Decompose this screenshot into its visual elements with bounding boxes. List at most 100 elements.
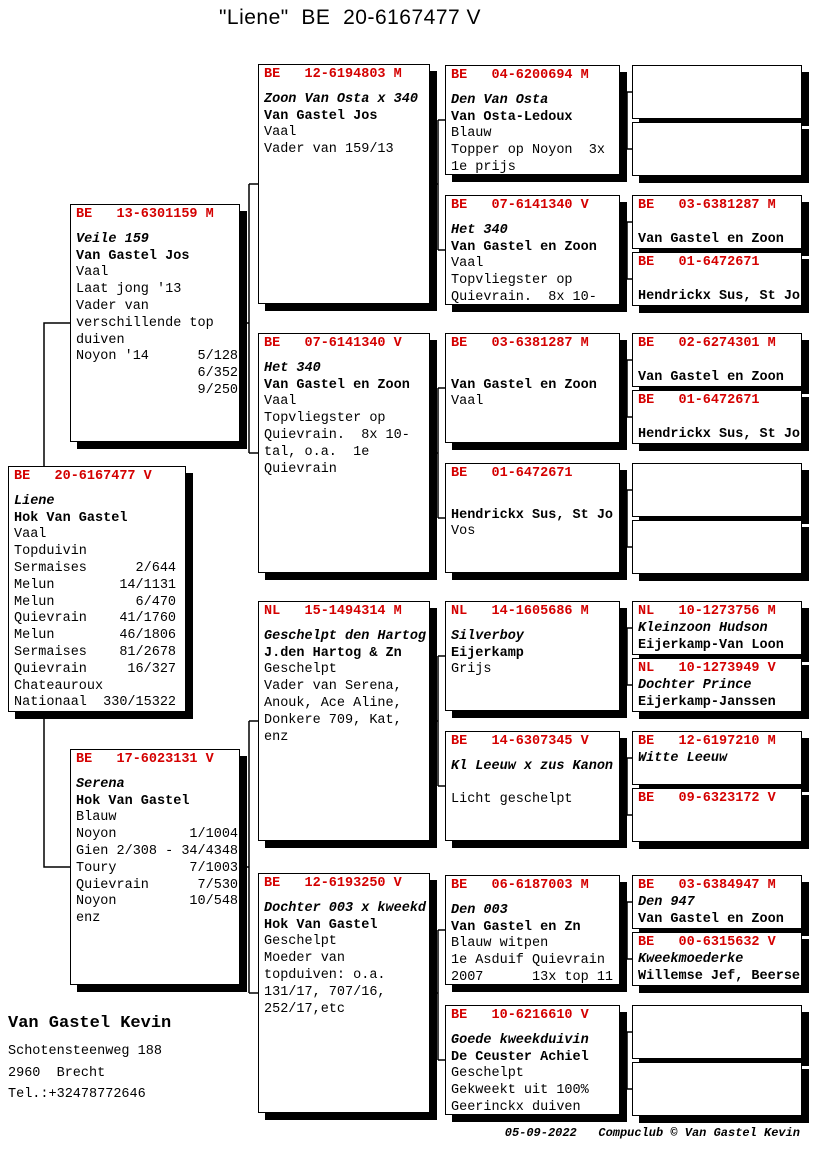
- text-line: Quievrain 41/1760: [14, 611, 177, 627]
- bird-details: Veile 159 Van Gastel Jos Vaal Laat jong '13…: [76, 232, 239, 400]
- text-line: Geschelpt den Hartog: [264, 628, 427, 644]
- text-line: Het 340: [451, 222, 508, 238]
- ring-number: BE 01-6472671: [451, 466, 573, 481]
- text-line: Kleinzoon Hudson: [638, 620, 768, 636]
- text-line: Goede kweekduivin: [451, 1032, 589, 1048]
- text-line: 2007 13x top 11: [451, 969, 614, 985]
- text-line: Vader van Serena,: [264, 679, 402, 695]
- text-line: Chateauroux: [14, 678, 104, 694]
- owner-phone: Tel.:+32478772646: [8, 1087, 146, 1102]
- text-line: Den Van Osta: [451, 92, 549, 108]
- text-line: Kweekmoederke: [638, 951, 744, 967]
- text-line: Vaal: [14, 527, 47, 543]
- text-line: Noyon 1/1004: [76, 827, 239, 843]
- text-line: Hendrickx Sus, St Jo: [451, 507, 614, 523]
- text-line: Topduivin: [14, 544, 87, 560]
- owner-block: Van Gastel Kevin Schotensteenweg 188 296…: [8, 1014, 171, 1106]
- text-line: [451, 361, 614, 378]
- bird-details: Kl Leeuw x zus Kanon Licht geschelpt: [451, 759, 614, 809]
- pedigree-box-ggg-parent-8: [632, 520, 802, 574]
- text-line: Willemse Jef, Beerse: [638, 968, 801, 984]
- text-line: Vaal: [264, 125, 297, 141]
- text-line: 9/250: [76, 382, 239, 398]
- ring-number: NL 14-1605686 M: [451, 604, 589, 619]
- bird-details: Silverboy Eijerkamp Grijs: [451, 629, 614, 679]
- ring-number: BE 10-6216610 V: [451, 1008, 589, 1023]
- ring-number: BE 06-6187003 M: [451, 878, 589, 893]
- page-title: "Liene" BE 20-6167477 V: [218, 6, 482, 29]
- ring-number: BE 00-6315632 V: [638, 935, 776, 950]
- text-line: 1e Asduif Quievrain: [451, 953, 605, 969]
- text-line: Blauw witpen: [451, 936, 549, 952]
- text-line: Witte Leeuw: [638, 750, 728, 766]
- bird-details: Van Gastel en Zoon: [638, 215, 796, 249]
- text-line: Hendrickx Sus, St Jo: [638, 426, 801, 442]
- ring-number: NL 10-1273756 M: [638, 604, 776, 619]
- bird-details: Witte Leeuw: [638, 751, 796, 768]
- text-line: enz: [76, 911, 101, 927]
- text-line: [638, 272, 796, 289]
- text-line: 1e prijs: [451, 159, 516, 175]
- ring-number: BE 17-6023131 V: [76, 752, 214, 767]
- text-line: Quievrain: [264, 461, 337, 477]
- pedigree-box-ggg-parent-15: [632, 1005, 802, 1059]
- text-line: Den 003: [451, 902, 508, 918]
- text-line: Licht geschelpt: [451, 792, 573, 808]
- pedigree-box-great-grandparent-3: BE 03-6381287 M Van Gastel en Zoon Vaal: [445, 333, 620, 443]
- owner-address-city: 2960 Brecht: [8, 1065, 106, 1081]
- bird-details: Het 340 Van Gastel en Zoon Vaal Topvliegste…: [264, 361, 424, 479]
- bird-details: Den Van Osta Van Osta-Ledoux Blauw Topper o…: [451, 93, 614, 177]
- text-line: Gekweekt uit 100%: [451, 1083, 589, 1099]
- pedigree-box-ggg-parent-1: [632, 65, 802, 119]
- text-line: Kl Leeuw x zus Kanon: [451, 758, 614, 774]
- text-line: Serena: [76, 776, 125, 792]
- text-line: Quievrain 16/327: [14, 661, 177, 677]
- bird-details: Zoon Van Osta x 340 Van Gastel Jos Vaal Vad…: [264, 92, 424, 159]
- ring-number: BE 14-6307345 V: [451, 734, 589, 749]
- pedigree-box-grandmother-maternal: BE 12-6193250 V Dochter 003 x kweekd Hok …: [258, 873, 430, 1113]
- text-line: Eijerkamp: [451, 645, 524, 661]
- text-line: 252/17,etc: [264, 1001, 346, 1017]
- text-line: [451, 776, 614, 793]
- text-line: Van Gastel en Zoon: [638, 369, 784, 385]
- pedigree-box-ggg-parent-10: NL 10-1273949 V Dochter Prince Eijerkamp-…: [632, 658, 802, 712]
- pedigree-box-ggg-parent-5: BE 02-6274301 M Van Gastel en Zoon: [632, 333, 802, 387]
- text-line: Het 340: [264, 360, 321, 376]
- text-line: J.den Hartog & Zn: [264, 645, 402, 661]
- text-line: enz: [264, 729, 289, 745]
- text-line: Geschelpt: [264, 662, 337, 678]
- ring-number: BE 07-6141340 V: [264, 336, 402, 351]
- text-line: Moeder van: [264, 951, 346, 967]
- text-line: Silverboy: [451, 628, 524, 644]
- text-line: Noyon '14 5/128: [76, 349, 239, 365]
- text-line: Den 947: [638, 894, 695, 910]
- pedigree-box-ggg-parent-9: NL 10-1273756 M Kleinzoon Hudson Eijerkam…: [632, 601, 802, 655]
- text-line: [451, 491, 614, 508]
- text-line: Van Gastel en Zn: [451, 919, 581, 935]
- pedigree-box-great-grandparent-6: BE 14-6307345 V Kl Leeuw x zus Kanon Lic…: [445, 731, 620, 841]
- pedigree-box-ggg-parent-14: BE 00-6315632 V Kweekmoederke Willemse Je…: [632, 932, 802, 986]
- text-line: Vaal: [76, 265, 109, 281]
- text-line: Hok Van Gastel: [76, 793, 190, 809]
- bird-details: Liene Hok Van Gastel Vaal Topduivin Sermaise…: [14, 494, 180, 712]
- text-line: duiven: [76, 332, 125, 348]
- text-line: Noyon 10/548: [76, 894, 239, 910]
- pedigree-box-great-grandparent-8: BE 10-6216610 V Goede kweekduivin De Ceus…: [445, 1005, 620, 1115]
- text-line: Van Gastel Jos: [264, 108, 378, 124]
- ring-number: BE 20-6167477 V: [14, 469, 152, 484]
- ring-number: BE 12-6197210 M: [638, 734, 776, 749]
- text-line: Van Gastel en Zoon: [451, 377, 597, 393]
- text-line: [638, 215, 796, 232]
- pedigree-box-ggg-parent-7: [632, 463, 802, 517]
- text-line: Blauw: [451, 126, 492, 142]
- text-line: Melun 14/1131: [14, 577, 177, 593]
- text-line: Zoon Van Osta x 340: [264, 91, 418, 107]
- pedigree-box-ggg-parent-16: [632, 1062, 802, 1116]
- pedigree-box-grandfather-paternal: BE 12-6194803 M Zoon Van Osta x 340 Van G…: [258, 64, 430, 304]
- text-line: tal, o.a. 1e: [264, 444, 370, 460]
- text-line: 6/352: [76, 366, 239, 382]
- text-line: Toury 7/1003: [76, 860, 239, 876]
- pedigree-box-ggg-parent-2: [632, 122, 802, 176]
- text-line: Geschelpt: [264, 934, 337, 950]
